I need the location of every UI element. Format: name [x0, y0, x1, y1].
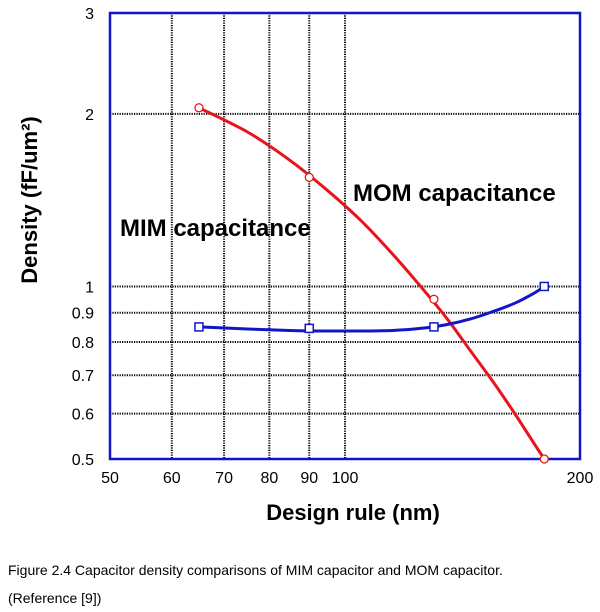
series-line-mom-capacitance	[198, 106, 546, 460]
y-tick-label: 0.7	[72, 368, 94, 385]
x-tick-label: 70	[215, 470, 233, 487]
x-tick-label: 60	[163, 470, 181, 487]
x-axis-label: Design rule (nm)	[266, 500, 440, 525]
series-layer	[194, 103, 550, 464]
caption-line-1: Figure 2.4 Capacitor density comparisons…	[8, 562, 503, 578]
series-label-mim: MIM capacitance	[120, 215, 311, 242]
data-point-mom-capacitance	[194, 103, 204, 113]
x-tick-label: 50	[101, 470, 119, 487]
y-tick-label: 3	[85, 6, 94, 23]
data-point-mim-capacitance	[304, 323, 315, 334]
y-tick-label: 0.5	[72, 452, 94, 469]
y-axis-label: Density (fF/um²)	[17, 116, 42, 283]
y-tick-label: 0.6	[72, 407, 94, 424]
data-point-mom-capacitance	[539, 454, 549, 464]
x-tick-label: 200	[567, 470, 594, 487]
data-point-mom-capacitance	[304, 172, 314, 183]
x-tick-label: 90	[300, 470, 318, 487]
x-tick-label: 100	[332, 470, 359, 487]
y-tick-label: 1	[85, 279, 94, 296]
x-tick-label: 80	[260, 470, 278, 487]
y-tick-label: 0.9	[72, 306, 94, 323]
caption-line-2: (Reference [9])	[8, 590, 102, 606]
data-point-mim-capacitance	[429, 322, 439, 332]
data-point-mom-capacitance	[429, 294, 439, 304]
y-tick-label: 2	[85, 107, 94, 124]
chart: 50 60 70 80 90 100 200 0.5 0.6 0.7 0.8 0.9 1 2 3 Desig…	[17, 6, 594, 525]
data-point-mim-capacitance	[539, 281, 550, 292]
tick-labels: 50 60 70 80 90 100 200 0.5 0.6 0.7 0.8 0.9 1 2 3	[72, 6, 594, 487]
plot-frame	[108, 11, 582, 461]
series-line-mim-capacitance	[198, 285, 546, 333]
series-label-mom: MOM capacitance	[353, 180, 556, 207]
data-point-mim-capacitance	[194, 322, 204, 332]
figure-caption: Figure 2.4 Capacitor density comparisons…	[8, 556, 598, 612]
y-tick-label: 0.8	[72, 335, 94, 352]
grid	[110, 13, 580, 459]
